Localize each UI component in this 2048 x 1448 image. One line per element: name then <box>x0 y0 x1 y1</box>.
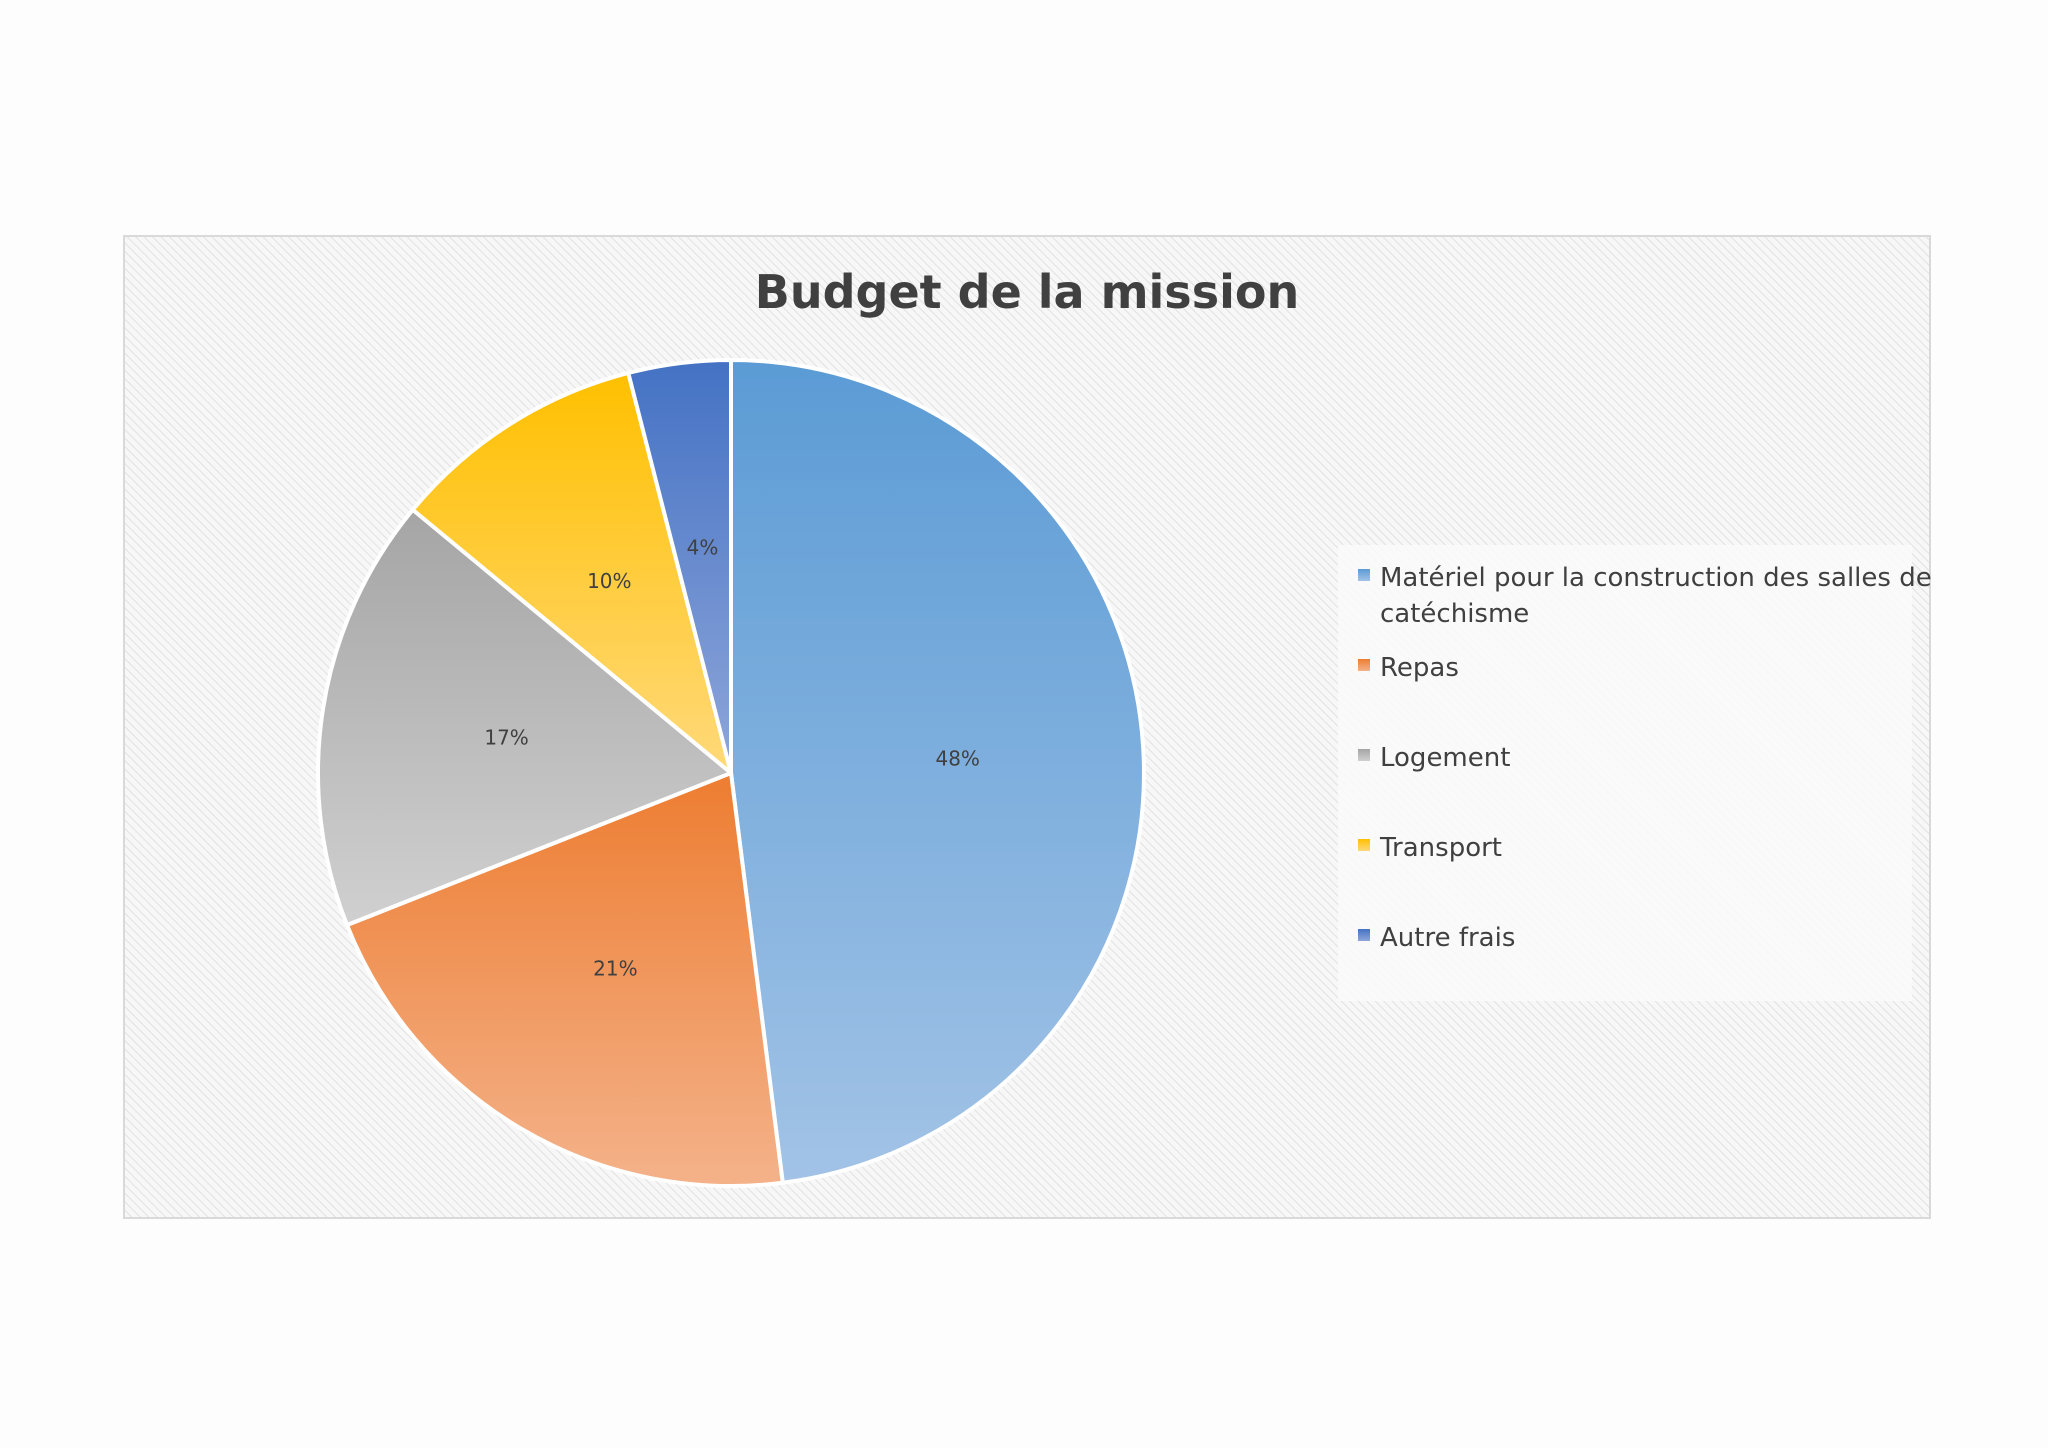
legend-swatch-2 <box>1358 659 1370 671</box>
legend-label-5: Autre frais <box>1380 923 1515 953</box>
legend-swatch-4 <box>1358 839 1370 851</box>
slice-labels: 48% 21% 17% 10% 4% <box>484 536 980 981</box>
legend-label-2: Repas <box>1380 653 1459 683</box>
pie-slice-2 <box>345 771 785 1188</box>
pie-slices <box>316 358 1146 1188</box>
slice-label-1: 48% <box>935 747 979 771</box>
legend-label-1: Matériel pour la construction des salles… <box>1380 563 1932 629</box>
legend-box <box>1338 545 1912 1001</box>
legend-swatch-3 <box>1358 749 1370 761</box>
pie-slice-3 <box>316 507 733 928</box>
legend-label-3: Logement <box>1380 743 1510 773</box>
slice-label-5: 4% <box>687 536 719 560</box>
slice-label-4: 10% <box>587 569 631 593</box>
legend: Matériel pour la construction des salles… <box>1358 563 1932 953</box>
legend-swatch-1 <box>1358 569 1370 581</box>
slice-label-2: 21% <box>593 957 637 981</box>
pie-slice-1 <box>729 358 1146 1185</box>
chart-title: Budget de la mission <box>755 265 1299 319</box>
legend-label-4: Transport <box>1379 833 1502 863</box>
pie-slice-5 <box>626 358 733 775</box>
legend-swatch-5 <box>1358 929 1370 941</box>
pie-slice-4 <box>410 370 733 775</box>
slice-label-3: 17% <box>484 726 528 750</box>
